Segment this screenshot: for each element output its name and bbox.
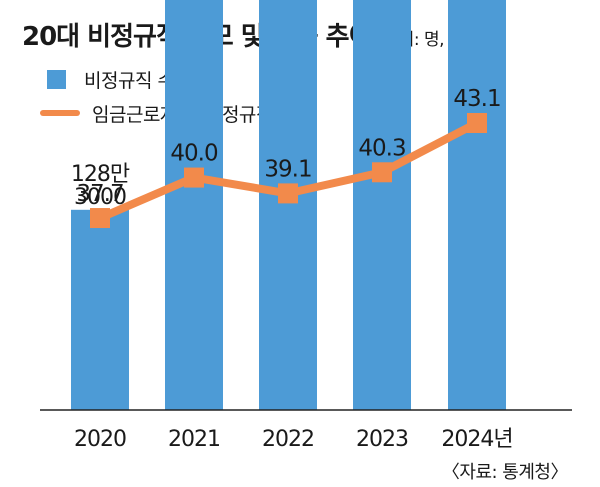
x-tick-label-2: 2022 xyxy=(262,427,314,452)
legend-item-bar: 비정규직 수 xyxy=(40,62,312,96)
ratio-marker-2024년 xyxy=(467,113,487,133)
bar-label-2020-line1: 128만 xyxy=(71,162,130,187)
x-tick-label-0: 2020 xyxy=(74,427,126,452)
bar-2020 xyxy=(71,209,129,410)
source-note: 〈자료: 통계청〉 xyxy=(441,462,569,483)
ratio-label-2023: 40.3 xyxy=(358,135,405,161)
ratio-marker-2023 xyxy=(372,162,392,183)
ratio-label-2021: 40.0 xyxy=(170,141,218,167)
bar-2023 xyxy=(353,0,411,410)
x-tick-label-3: 2023 xyxy=(356,427,408,452)
bar-2021 xyxy=(165,0,223,411)
legend-line-swatch xyxy=(40,110,80,116)
bar-label-2020-line2: 3000 xyxy=(74,185,126,210)
ratio-label-2024년: 43.1 xyxy=(453,86,500,112)
ratio-label-2022: 39.1 xyxy=(264,156,311,182)
ratio-label-2020: 37.7 xyxy=(76,181,123,207)
bar-2024년 xyxy=(448,0,506,410)
x-tick-label-4: 2024년 xyxy=(441,427,512,452)
ratio-marker-2020 xyxy=(90,208,110,229)
ratio-marker-2021 xyxy=(184,167,204,188)
x-tick-label-1: 2021 xyxy=(168,427,220,452)
legend-bar-label: 비정규직 수 xyxy=(84,69,175,92)
legend-bar-swatch xyxy=(47,69,66,89)
bar-2022 xyxy=(259,0,317,411)
ratio-marker-2022 xyxy=(278,183,298,204)
